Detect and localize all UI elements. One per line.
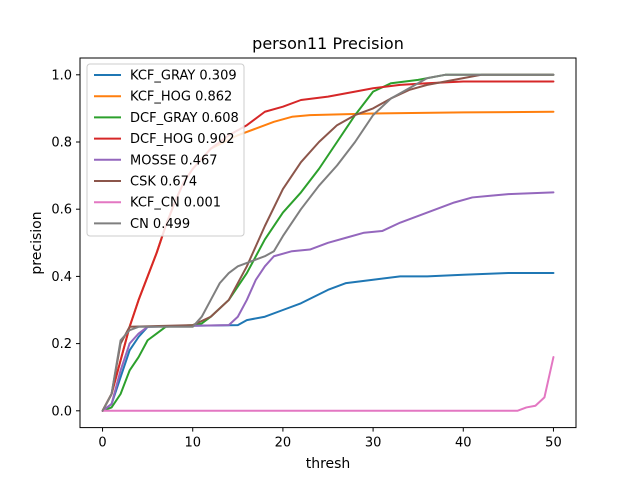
x-tick-label: 50: [545, 436, 562, 451]
x-tick-label: 10: [184, 436, 201, 451]
y-axis-label: precision: [29, 211, 45, 274]
legend-label: DCF_HOG 0.902: [130, 132, 235, 147]
legend-label: CSK 0.674: [130, 175, 197, 190]
legend-label: KCF_CN 0.001: [130, 196, 221, 211]
y-tick-label: 0.8: [51, 136, 72, 151]
chart-title: person11 Precision: [252, 34, 404, 53]
series-line-dcf-gray: [101, 73, 555, 412]
series-line-kcf-gray: [101, 272, 555, 412]
x-axis-label: thresh: [306, 456, 351, 472]
y-axis-ticks: 0.0 0.2 0.4 0.6 0.8 1.0: [51, 68, 80, 419]
series-line-mosse: [101, 191, 555, 412]
x-tick-label: 0: [98, 436, 106, 451]
legend-label: MOSSE 0.467: [130, 153, 218, 168]
x-tick-label: 40: [455, 436, 472, 451]
y-tick-label: 0.4: [51, 270, 72, 285]
x-axis-ticks: 0 10 20 30 40 50: [98, 427, 562, 451]
y-tick-label: 0.0: [51, 404, 72, 419]
legend-label: DCF_GRAY 0.608: [130, 111, 239, 126]
legend-label: KCF_GRAY 0.309: [130, 69, 237, 84]
legend-label: CN 0.499: [130, 217, 190, 232]
y-tick-label: 0.6: [51, 203, 72, 218]
series-line-cn: [101, 73, 555, 412]
legend-label: KCF_HOG 0.862: [130, 90, 232, 105]
plot-frame: [79, 57, 577, 429]
series-line-kcf-cn: [101, 356, 555, 412]
legend: KCF_GRAY 0.309 KCF_HOG 0.862 DCF_GRAY 0.60…: [86, 63, 245, 237]
x-tick-label: 20: [275, 436, 292, 451]
x-tick-label: 30: [365, 436, 382, 451]
legend-frame: [86, 63, 245, 237]
y-tick-label: 0.2: [51, 337, 72, 352]
y-tick-label: 1.0: [51, 68, 72, 83]
